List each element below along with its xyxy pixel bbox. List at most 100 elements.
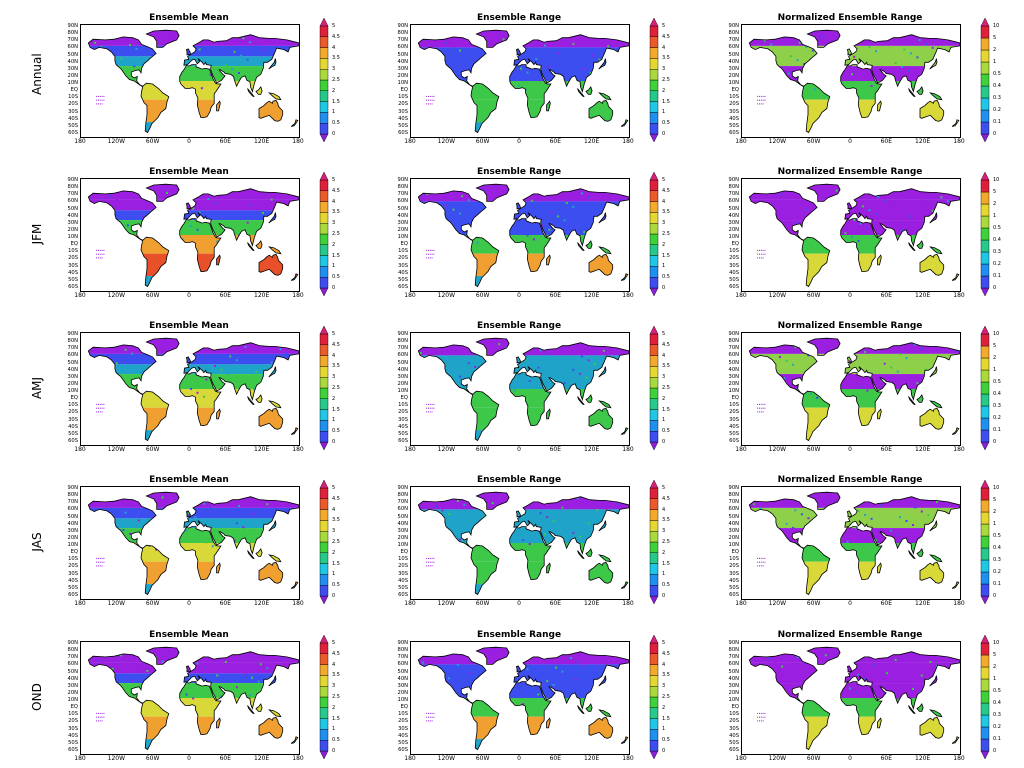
longitude-tick: 120W (107, 446, 126, 453)
panel-title: Ensemble Range (476, 475, 562, 485)
latitude-tick: 70N (397, 654, 408, 661)
longitude-tick: 0 (517, 292, 521, 299)
colorbar-label: 1 (993, 676, 997, 682)
world-map (417, 29, 629, 134)
coastline-australia (258, 253, 284, 276)
coastline-northAmerica (748, 653, 818, 704)
coastline-uk (846, 356, 853, 364)
latitude-axis: 90N 80N 70N 60N 50N 40N 30N 20N 10N EQ 10S 20S 30S 40… (388, 23, 408, 136)
panel-title: Ensemble Mean (149, 475, 229, 485)
longitude-tick: 0 (848, 446, 852, 453)
colorbar-swatch (980, 239, 990, 253)
panel-title: Ensemble Mean (149, 630, 229, 640)
coastline-northAmerica (748, 344, 818, 395)
coastline-africa (509, 372, 552, 426)
colorbar-swatch (980, 203, 990, 217)
coastline-uk (515, 510, 522, 518)
coastline-greenland (475, 491, 510, 510)
colorbar: 0 0.5 1 1.5 2 2.5 3 3.5 4 4.5 5 (649, 17, 670, 143)
colorbar-swatch (649, 233, 659, 246)
latitude-tick: 20S (68, 718, 78, 725)
coastline-madagascar (216, 717, 221, 729)
coastline-japan (268, 366, 277, 378)
latitude-tick: 40N (67, 58, 78, 65)
latitude-axis: 90N 80N 70N 60N 50N 40N 30N 20N 10N EQ 10S 20S 30S 40… (719, 331, 739, 444)
coastline-greenland (475, 337, 510, 356)
coastline-borneo (255, 394, 263, 403)
colorbar-label: 0.5 (332, 120, 340, 127)
latitude-tick: 20N (67, 226, 78, 233)
latitude-tick: 20S (398, 255, 408, 262)
latitude-axis: 90N 80N 70N 60N 50N 40N 30N 20N 10N EQ 10S 20S 30S 40… (58, 177, 78, 290)
latitude-tick: 50S (398, 584, 408, 591)
colorbar-label: 4 (332, 198, 336, 205)
latitude-tick: 10N (728, 234, 739, 241)
coastline-sumatra (247, 396, 255, 406)
longitude-tick: 180 (953, 600, 965, 607)
latitude-tick: 40N (397, 366, 408, 373)
coastline-newZealand (290, 119, 299, 127)
latitude-tick: 90N (67, 640, 78, 646)
coastline-greenland (475, 29, 510, 48)
coastline-greenland (475, 646, 510, 665)
latitude-tick: 30S (398, 725, 408, 732)
coastline-northAmerica (417, 190, 487, 241)
colorbar-swatch (980, 634, 990, 644)
colorbar-swatch (319, 498, 329, 510)
map-area (741, 641, 961, 755)
colorbar-swatch (980, 714, 990, 728)
latitude-tick: 90N (67, 23, 78, 29)
colorbar-swatch (980, 678, 990, 692)
coastline-newZealand (620, 119, 629, 127)
coastline-newZealand (290, 736, 299, 744)
colorbar-swatch (319, 563, 329, 575)
latitude-tick: 10S (729, 248, 739, 255)
colorbar-label: 2.5 (332, 385, 340, 391)
colorbar-swatch (649, 266, 659, 278)
latitude-tick: 60N (728, 44, 739, 51)
colorbar-swatch (649, 750, 659, 760)
longitude-tick: 180 (404, 755, 416, 762)
latitude-tick: 90N (67, 331, 78, 337)
coastline-southAmerica (801, 699, 831, 751)
colorbar-swatch (649, 36, 659, 48)
colorbar-swatch (319, 25, 329, 38)
colorbar-label: 1 (993, 367, 997, 373)
longitude-tick: 120E (915, 446, 931, 453)
colorbar-label: 1 (993, 521, 997, 527)
latitude-tick: 90N (67, 485, 78, 491)
longitude-tick: 180 (953, 292, 965, 299)
latitude-tick: 30N (397, 373, 408, 380)
latitude-tick: 10N (67, 542, 78, 549)
map-area (410, 332, 630, 446)
map-panel-jfm-range: Ensemble Range 90N 80N 70N 60N 50N 40N 30N 20N 10… (398, 167, 670, 299)
coastline-borneo (585, 548, 593, 557)
row-label-ond: OND (30, 683, 44, 711)
colorbar-label: 1.5 (332, 98, 340, 105)
colorbar-swatch (980, 738, 990, 752)
colorbar-label: 1 (993, 213, 997, 219)
colorbar-label: 10 (993, 485, 1000, 491)
coastline-japan (598, 366, 607, 378)
longitude-tick: 120W (107, 600, 126, 607)
coastline-japan (268, 675, 277, 687)
longitude-tick: 60E (219, 292, 232, 299)
coastline-africa (179, 681, 222, 735)
coastline-eurasia (183, 34, 299, 93)
colorbar-swatch (649, 642, 659, 655)
coastline-southAmerica (140, 236, 170, 288)
colorbar-swatch (649, 686, 659, 698)
latitude-tick: 30S (68, 416, 78, 423)
longitude-tick: 120E (254, 755, 270, 762)
longitude-tick: 120E (584, 446, 600, 453)
colorbar-swatch (319, 266, 329, 278)
colorbar-label: 1 (332, 417, 336, 424)
coastline-japan (598, 675, 607, 687)
colorbar-swatch (319, 584, 329, 597)
colorbar-swatch (649, 675, 659, 687)
colorbar-swatch (649, 718, 659, 730)
colorbar-label: 0.1 (993, 736, 1001, 742)
colorbar-swatch (649, 344, 659, 356)
latitude-tick: 90N (728, 640, 739, 646)
